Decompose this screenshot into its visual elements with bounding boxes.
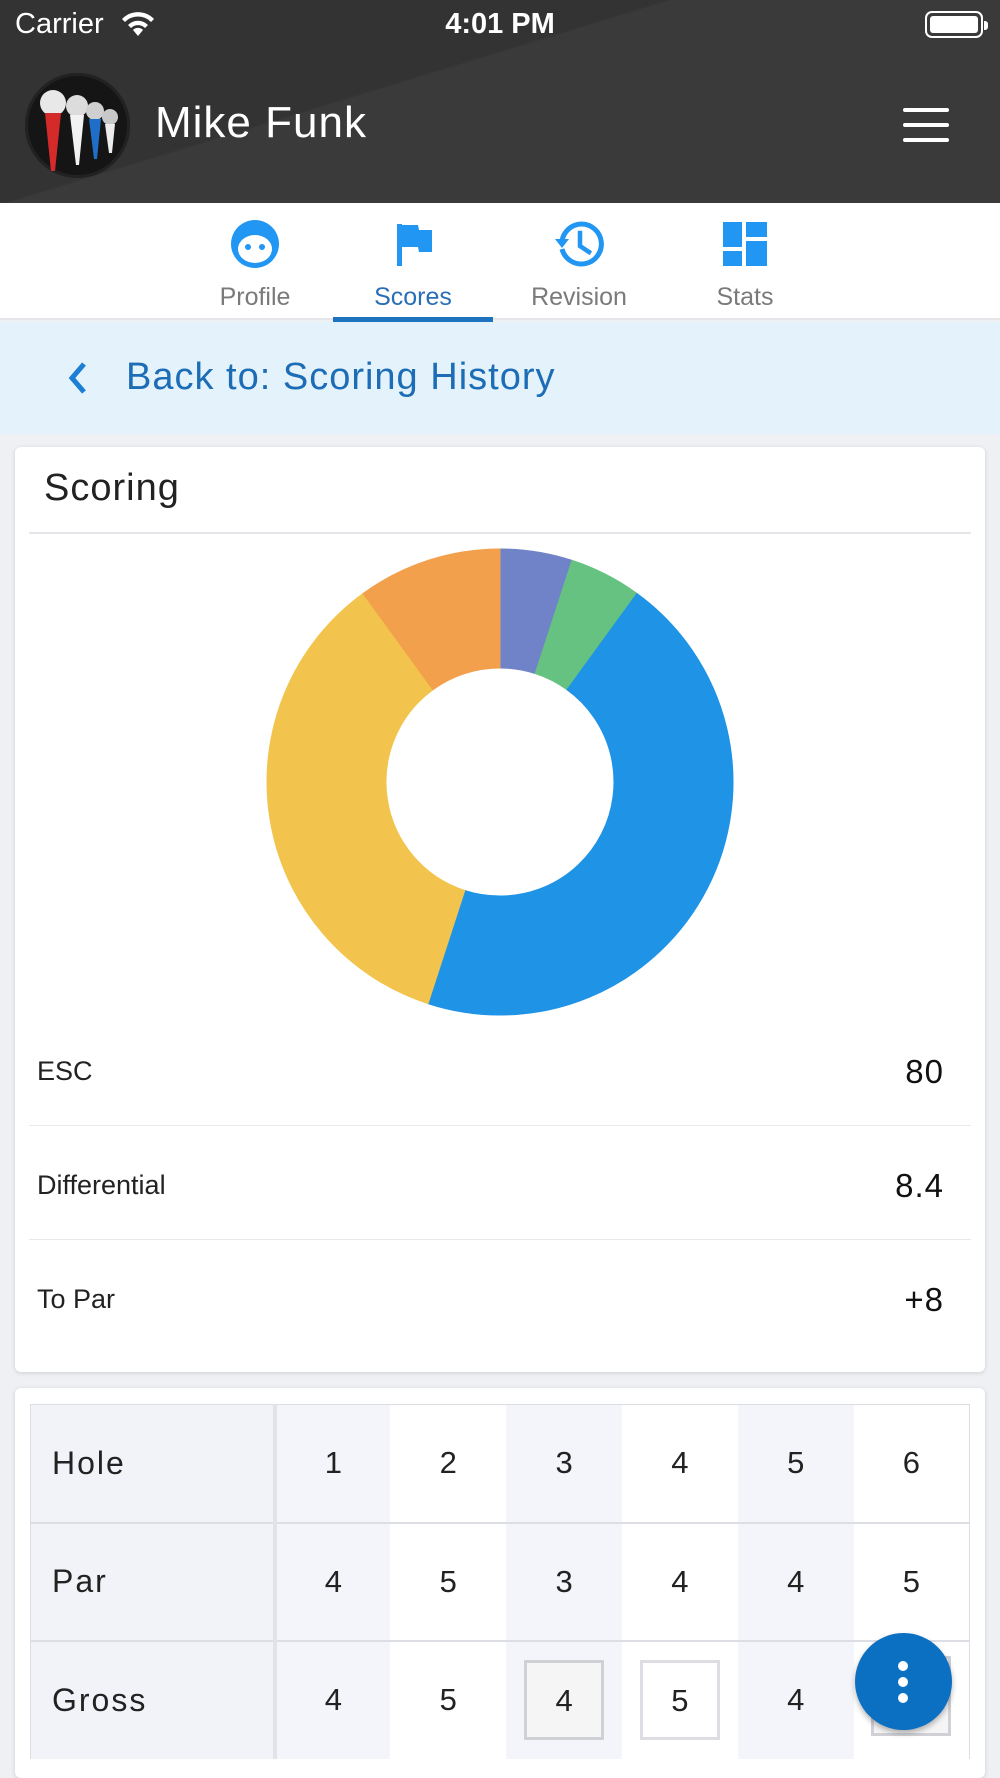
table-cell: 5 [853,1521,970,1641]
app-header: Carrier 4:01 PM Mike Funk [0,0,1000,203]
row-header: Gross [30,1639,277,1759]
bogey-score-box: 5 [639,1660,720,1740]
stat-row-to-par: To Par +8 [29,1241,971,1354]
back-link-label: Back to: Scoring History [126,356,556,398]
tab-label: Stats [716,283,774,311]
dot [898,1693,908,1703]
table-cell: 5 [390,1521,507,1641]
table-cell: 1 [274,1404,391,1523]
table-cell: 6 [853,1404,970,1523]
table-cell: 4 [737,1639,854,1759]
row-header: Par [30,1521,277,1641]
table-row-hole: Hole 1 2 3 4 5 6 [30,1404,970,1523]
tab-stats[interactable]: Stats [665,203,825,320]
table-cell: 3 [506,1521,622,1641]
chevron-left-icon [68,362,86,394]
row-header: Hole [30,1404,277,1523]
table-cell: 3 [506,1404,622,1523]
flag-icon [397,224,432,266]
table-cell: 4 [274,1521,391,1641]
stat-label: ESC [37,1056,93,1086]
scoring-card: Scoring ESC 80 Differential 8.4 To Par +… [15,447,985,1372]
dot [898,1677,908,1687]
hamburger-menu-button[interactable] [903,108,949,142]
carrier-label: Carrier [15,8,104,40]
dot [898,1661,908,1671]
table-cell: 2 [390,1404,507,1523]
tab-label: Scores [374,283,452,311]
scorecard-table: Hole 1 2 3 4 5 6 Par 4 5 3 4 4 5 Gross 4… [30,1404,970,1759]
table-row-gross: Gross 4 5 4 5 4 [30,1639,970,1759]
history-icon [555,221,604,267]
clock: 4:01 PM [445,8,555,40]
wifi-icon [122,12,154,36]
table-cell: 4 [506,1639,622,1759]
table-cell: 4 [274,1639,391,1759]
table-cell: 5 [737,1404,854,1523]
table-cell: 4 [737,1521,854,1641]
tab-bar: Profile Scores Revision Stats [0,203,1000,322]
table-cell: 4 [621,1404,738,1523]
stat-label: Differential [37,1170,166,1200]
stat-row-differential: Differential 8.4 [29,1127,971,1240]
stat-label: To Par [37,1284,116,1314]
back-to-history-link[interactable]: Back to: Scoring History [0,322,1000,434]
tab-scores[interactable]: Scores [333,203,493,322]
tab-label: Profile [219,283,291,311]
tab-revision[interactable]: Revision [499,203,659,320]
stat-value: +8 [904,1281,944,1318]
app-logo [25,73,130,178]
scoring-donut-chart [266,548,734,1016]
page-title: Mike Funk [155,98,367,147]
donut-slice-3 [427,592,734,1016]
dashboard-icon [723,222,767,266]
bogey-score-box: 4 [524,1660,605,1740]
tab-profile[interactable]: Profile [175,203,335,320]
card-title: Scoring [44,467,180,509]
battery-icon [925,11,988,38]
more-options-fab[interactable] [855,1633,952,1730]
donut-slice-5 [362,548,501,691]
active-tab-indicator [333,317,493,322]
scorecard-card: Hole 1 2 3 4 5 6 Par 4 5 3 4 4 5 Gross 4… [15,1388,985,1778]
table-cell: 4 [621,1521,738,1641]
face-icon [231,220,279,268]
donut-slice-4 [266,592,466,1005]
stat-value: 8.4 [895,1167,944,1204]
tab-label: Revision [531,283,627,311]
status-bar: Carrier 4:01 PM [0,0,1000,50]
table-cell: 5 [390,1639,507,1759]
stat-row-esc: ESC 80 [29,1013,971,1126]
stat-value: 80 [905,1053,944,1090]
table-row-par: Par 4 5 3 4 4 5 [30,1521,970,1641]
table-cell: 5 [621,1639,738,1759]
